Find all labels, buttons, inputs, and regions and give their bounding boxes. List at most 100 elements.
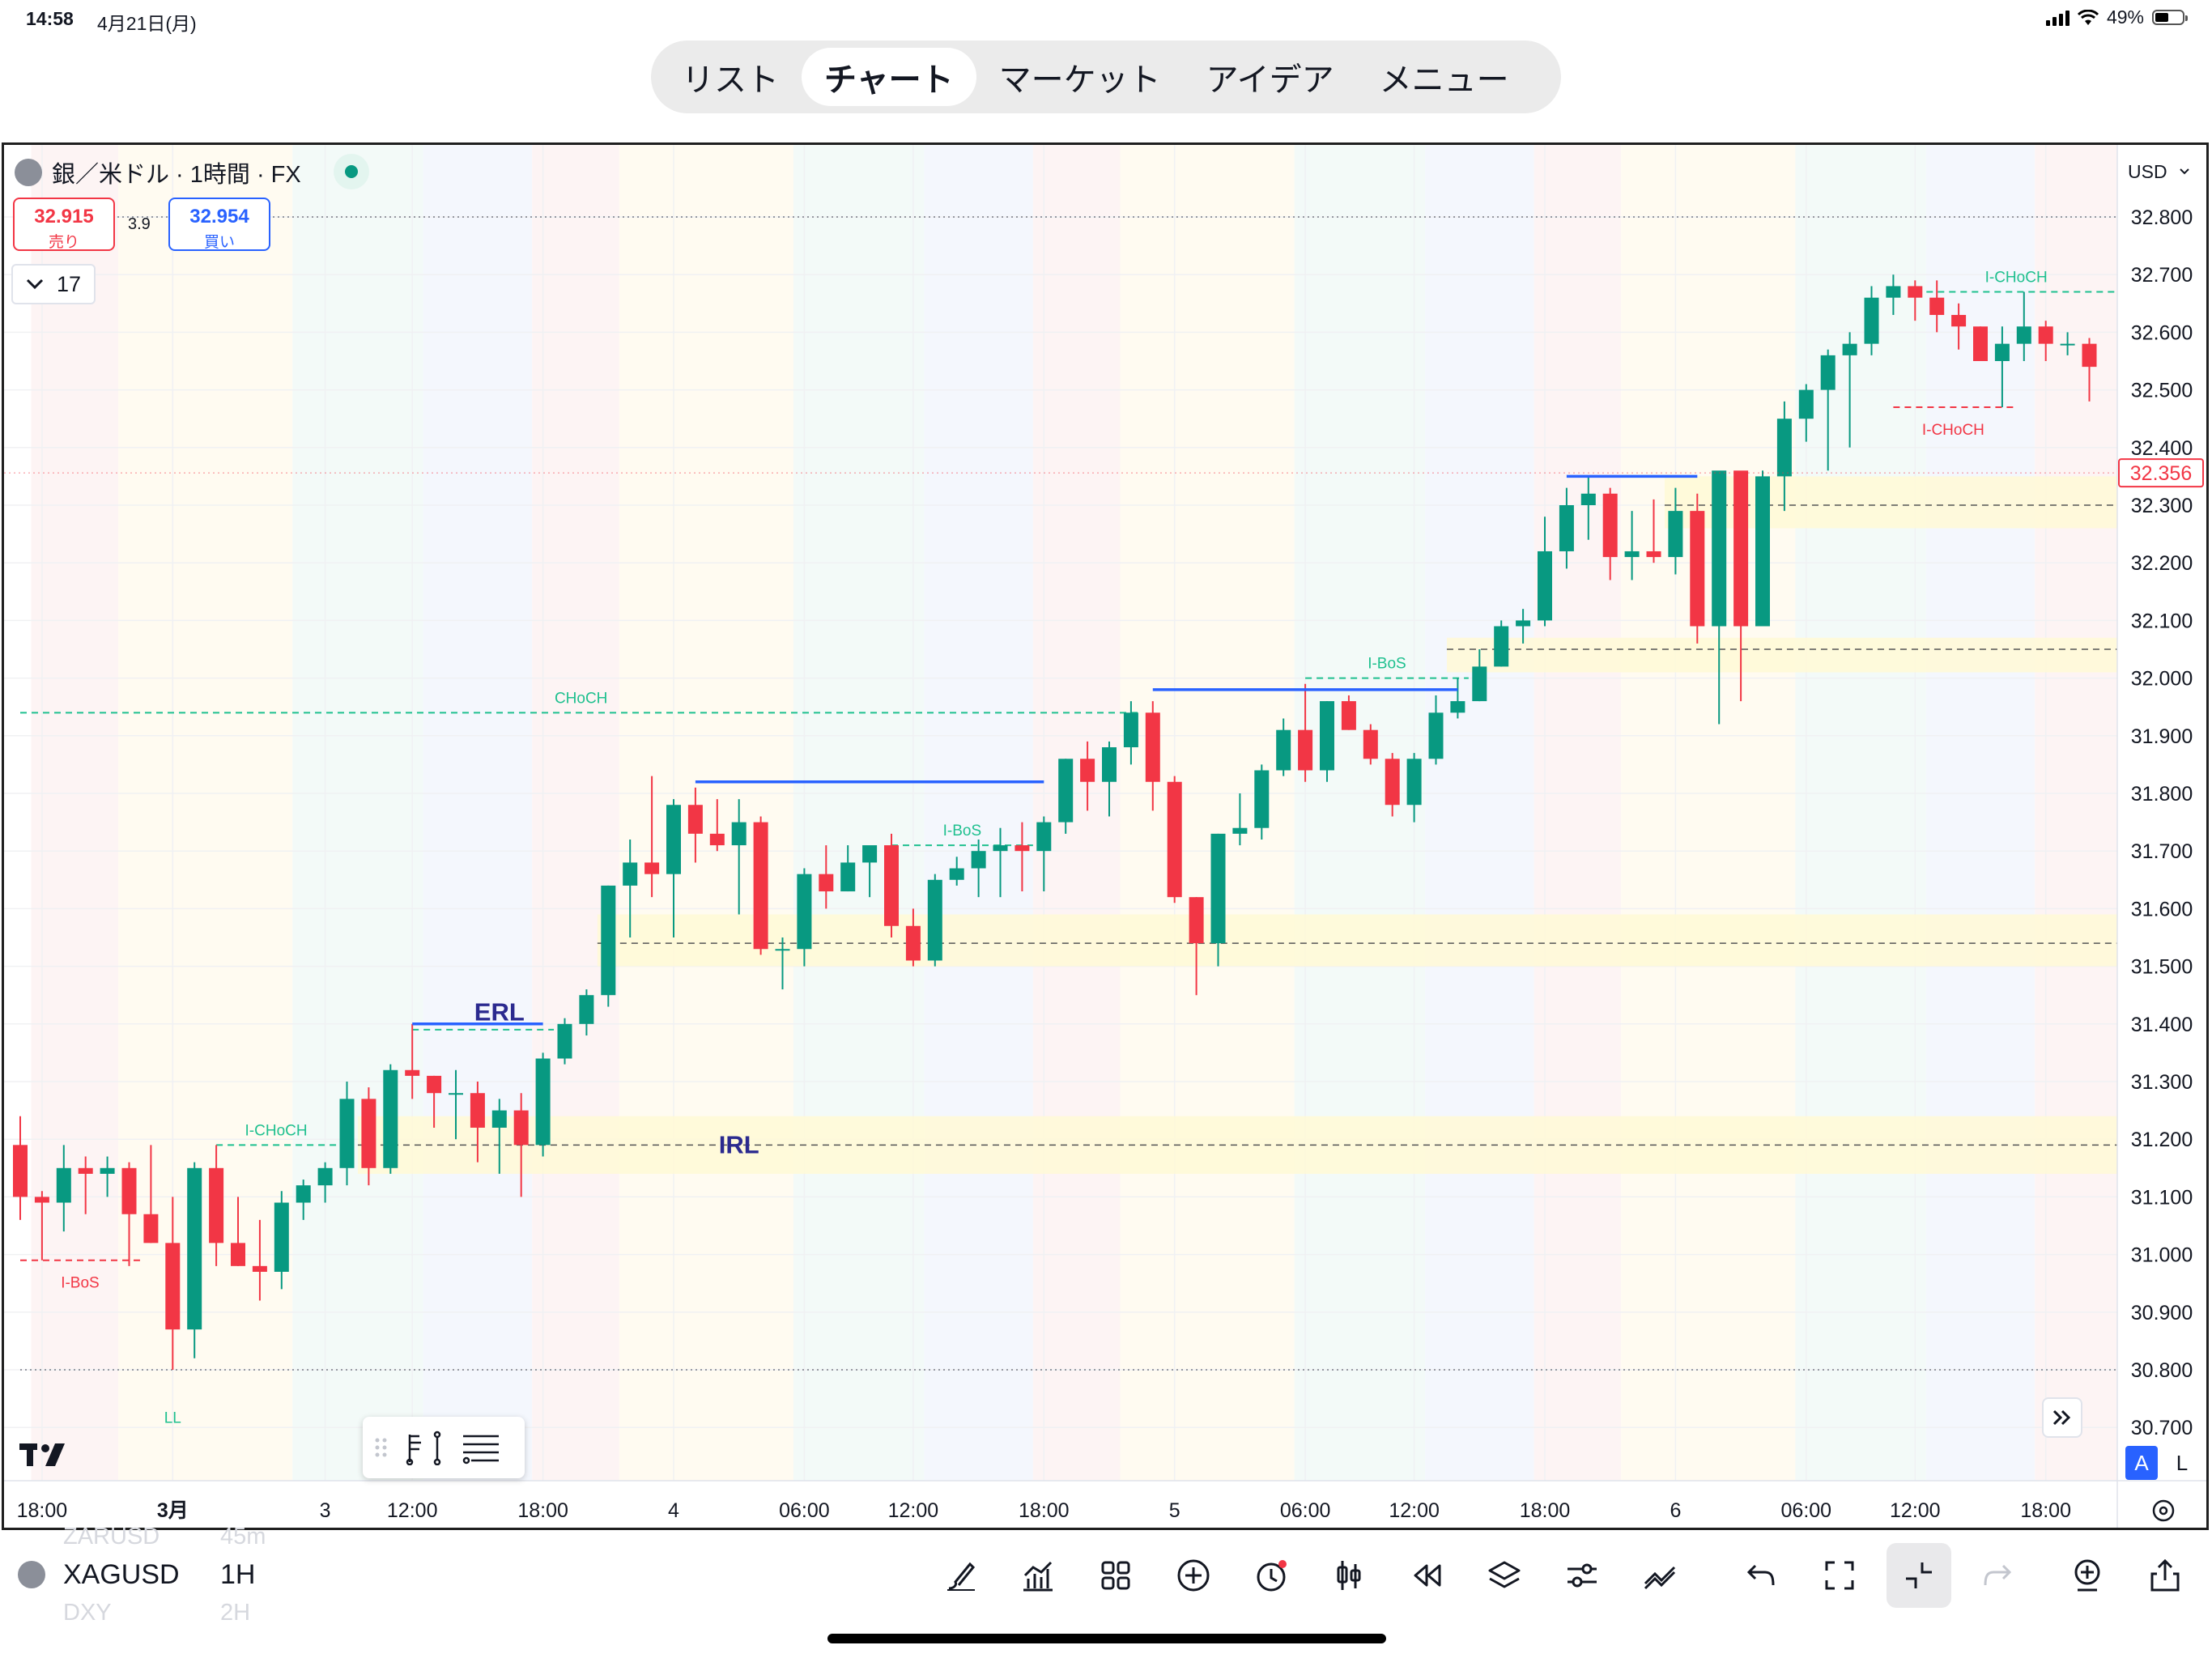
undo-button[interactable]	[1738, 1551, 1786, 1600]
candle-body	[1341, 701, 1356, 730]
candle-body	[1516, 620, 1531, 627]
tab-list[interactable]: リスト	[682, 62, 779, 98]
candle-body	[2060, 343, 2075, 346]
time-label: 06:00	[1280, 1499, 1331, 1522]
structure-label: I-BoS	[61, 1275, 100, 1292]
brush-icon	[947, 1562, 976, 1591]
session-band	[292, 145, 423, 1481]
tab-menu[interactable]: メニュー	[1379, 62, 1509, 98]
session-band	[1032, 145, 1121, 1481]
structure-label: I-CHoCH	[1985, 270, 2048, 287]
fib-tool-icon[interactable]	[403, 1430, 445, 1465]
candle-body	[143, 1214, 159, 1244]
price-label: 32.500	[2131, 380, 2193, 402]
undo-icon	[1746, 1564, 1775, 1586]
battery-icon	[2152, 10, 2188, 25]
price-label: 32.300	[2131, 495, 2193, 517]
candle-body	[2038, 326, 2053, 344]
replay-button[interactable]	[1402, 1551, 1451, 1600]
candle-body	[1538, 551, 1552, 621]
share-button[interactable]	[2141, 1551, 2189, 1600]
time-label: 06:00	[1781, 1499, 1832, 1522]
candle-body	[470, 1093, 485, 1128]
drawing-tools-button[interactable]	[936, 1551, 985, 1600]
candle-body	[34, 1197, 49, 1203]
symbol-selector[interactable]: XAGUSD	[63, 1559, 180, 1590]
time-label: 12:00	[888, 1499, 939, 1522]
candle-body	[1015, 845, 1030, 852]
add-chart-button[interactable]	[2063, 1551, 2112, 1600]
drag-handle-icon[interactable]	[374, 1435, 389, 1460]
minimize-button[interactable]	[1887, 1543, 1951, 1608]
log-scale-button[interactable]: L	[2176, 1450, 2189, 1475]
currency-selector[interactable]: USD	[2116, 154, 2202, 189]
line-settings-icon[interactable]	[460, 1430, 502, 1465]
time-label: 12:00	[1890, 1499, 1941, 1522]
tab-ideas[interactable]: アイデア	[1206, 62, 1334, 98]
tab-market[interactable]: マーケット	[998, 62, 1161, 98]
alert-button[interactable]	[1247, 1551, 1295, 1600]
fullscreen-button[interactable]	[1815, 1551, 1864, 1600]
time-label: 18:00	[1019, 1499, 1070, 1522]
candle-body	[1080, 759, 1095, 782]
redo-icon	[1984, 1564, 2012, 1586]
time-label: 06:00	[779, 1499, 830, 1522]
price-chart[interactable]: CHoCH I-CHoCH I-BoS I-BoS I-BoS I-CHoCH I-CHoC…	[4, 145, 2206, 1528]
time-label: 18:00	[1520, 1499, 1571, 1522]
status-time: 14:58	[26, 8, 74, 29]
bar-style-button[interactable]	[1325, 1551, 1373, 1600]
price-label: 32.600	[2131, 321, 2193, 344]
candle-body	[775, 949, 790, 951]
candle-body	[1994, 343, 2010, 361]
chart-settings-gear-icon[interactable]	[2149, 1496, 2178, 1525]
tab-chart[interactable]: チャート	[802, 48, 976, 106]
candle-body	[1385, 759, 1400, 806]
candle-body	[361, 1099, 376, 1168]
candle-body	[1363, 729, 1378, 759]
sell-label: 売り	[48, 234, 79, 251]
session-band	[1621, 145, 1796, 1481]
session-band	[31, 145, 119, 1481]
indicators-toggle-button[interactable]: 17	[11, 264, 96, 304]
scroll-to-realtime-button[interactable]	[2042, 1397, 2082, 1438]
candle-body	[1058, 759, 1074, 823]
price-label: 32.800	[2131, 206, 2193, 229]
liquidity-zone	[597, 914, 2117, 967]
strategy-button[interactable]	[1636, 1551, 1684, 1600]
indicators-button[interactable]	[1014, 1551, 1062, 1600]
battery-percent: 49%	[2106, 6, 2144, 28]
ghost-interval-next: 2H	[220, 1600, 251, 1626]
candle-body	[1798, 389, 1814, 419]
templates-button[interactable]	[1091, 1551, 1140, 1600]
sell-button[interactable]: 32.915 売り	[13, 198, 115, 251]
candle-body	[56, 1167, 71, 1203]
session-band	[1925, 145, 2035, 1481]
indicators-icon	[1023, 1561, 1053, 1592]
structure-label: I-CHoCH	[1922, 422, 1984, 439]
auto-scale-button[interactable]: A	[2125, 1446, 2158, 1480]
settings-sliders-button[interactable]	[1558, 1551, 1606, 1600]
candle-body	[753, 822, 768, 950]
symbol-title[interactable]: 銀／米ドル · 1時間 · FX	[52, 162, 301, 188]
add-button[interactable]	[1169, 1551, 1218, 1600]
candle-body	[231, 1243, 245, 1266]
candle-body	[840, 862, 856, 892]
cellular-signal-icon	[2045, 10, 2069, 26]
chevron-down-icon	[26, 278, 44, 290]
session-band	[2035, 145, 2117, 1481]
price-label: 31.800	[2131, 783, 2193, 806]
candle-body	[1036, 822, 1052, 852]
session-band	[118, 145, 293, 1481]
layers-button[interactable]	[1480, 1551, 1529, 1600]
candle-body	[296, 1185, 311, 1203]
redo-button[interactable]	[1972, 1551, 2021, 1600]
buy-button[interactable]: 32.954 買い	[168, 198, 270, 251]
price-label: 31.500	[2131, 956, 2193, 979]
candle-body	[427, 1075, 442, 1094]
time-label: 18:00	[2020, 1499, 2071, 1522]
candle-body	[797, 874, 812, 950]
candle-body	[209, 1167, 224, 1244]
structure-label: CHoCH	[555, 690, 607, 707]
market-open-icon[interactable]	[334, 154, 369, 189]
interval-selector[interactable]: 1H	[220, 1559, 256, 1590]
